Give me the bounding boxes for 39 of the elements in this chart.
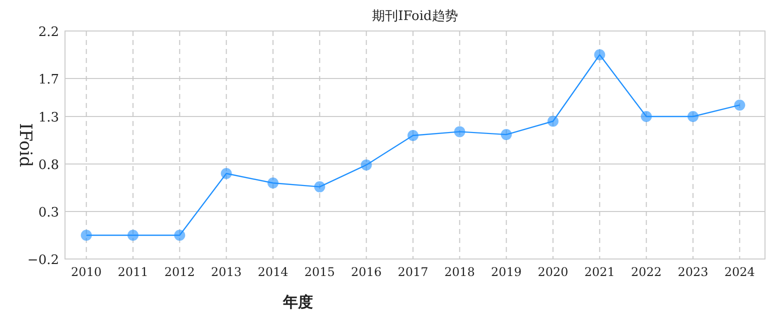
x-tick-label: 2023 [678, 265, 708, 279]
point [128, 230, 138, 241]
y-tick-label: −0.2 [27, 253, 59, 268]
x-tick-label: 2012 [164, 265, 195, 279]
chart-title: 期刊IFoid趋势 [372, 9, 458, 24]
point [640, 111, 652, 122]
point [408, 130, 418, 141]
y-tick-label: 2.2 [38, 25, 59, 40]
y-axis-title: IFoid [15, 122, 35, 168]
point [220, 168, 232, 179]
x-tick-label: 2013 [211, 265, 242, 279]
y-tick-label: 0.3 [38, 206, 59, 220]
point [314, 181, 326, 192]
point [500, 129, 512, 140]
y-tick-label: 1.7 [38, 72, 59, 88]
x-tick-label: 2022 [631, 265, 662, 279]
x-tick-label: 2021 [584, 265, 615, 279]
point [174, 230, 186, 241]
x-tick-label: 2011 [118, 265, 148, 279]
point [548, 116, 558, 127]
point [594, 49, 606, 60]
x-tick-label: 2020 [538, 265, 568, 279]
x-tick-label: 2015 [304, 265, 335, 279]
point [360, 159, 372, 170]
x-tick-label: 2019 [491, 265, 522, 279]
point [454, 126, 466, 138]
x-tick-label: 2010 [71, 265, 102, 279]
y-tick-label: 1.3 [38, 110, 59, 126]
point [688, 111, 698, 122]
point [268, 178, 278, 188]
x-tick-label: 2016 [351, 265, 382, 279]
point [734, 100, 746, 111]
point [80, 230, 92, 241]
x-tick-label: 2018 [444, 265, 475, 279]
x-tick-label: 2024 [724, 265, 756, 279]
x-tick-label: 2014 [258, 265, 289, 279]
x-axis-title: 年度 [282, 293, 313, 311]
y-tick-label: 0.8 [38, 158, 59, 173]
x-tick-label: 2017 [398, 265, 428, 279]
